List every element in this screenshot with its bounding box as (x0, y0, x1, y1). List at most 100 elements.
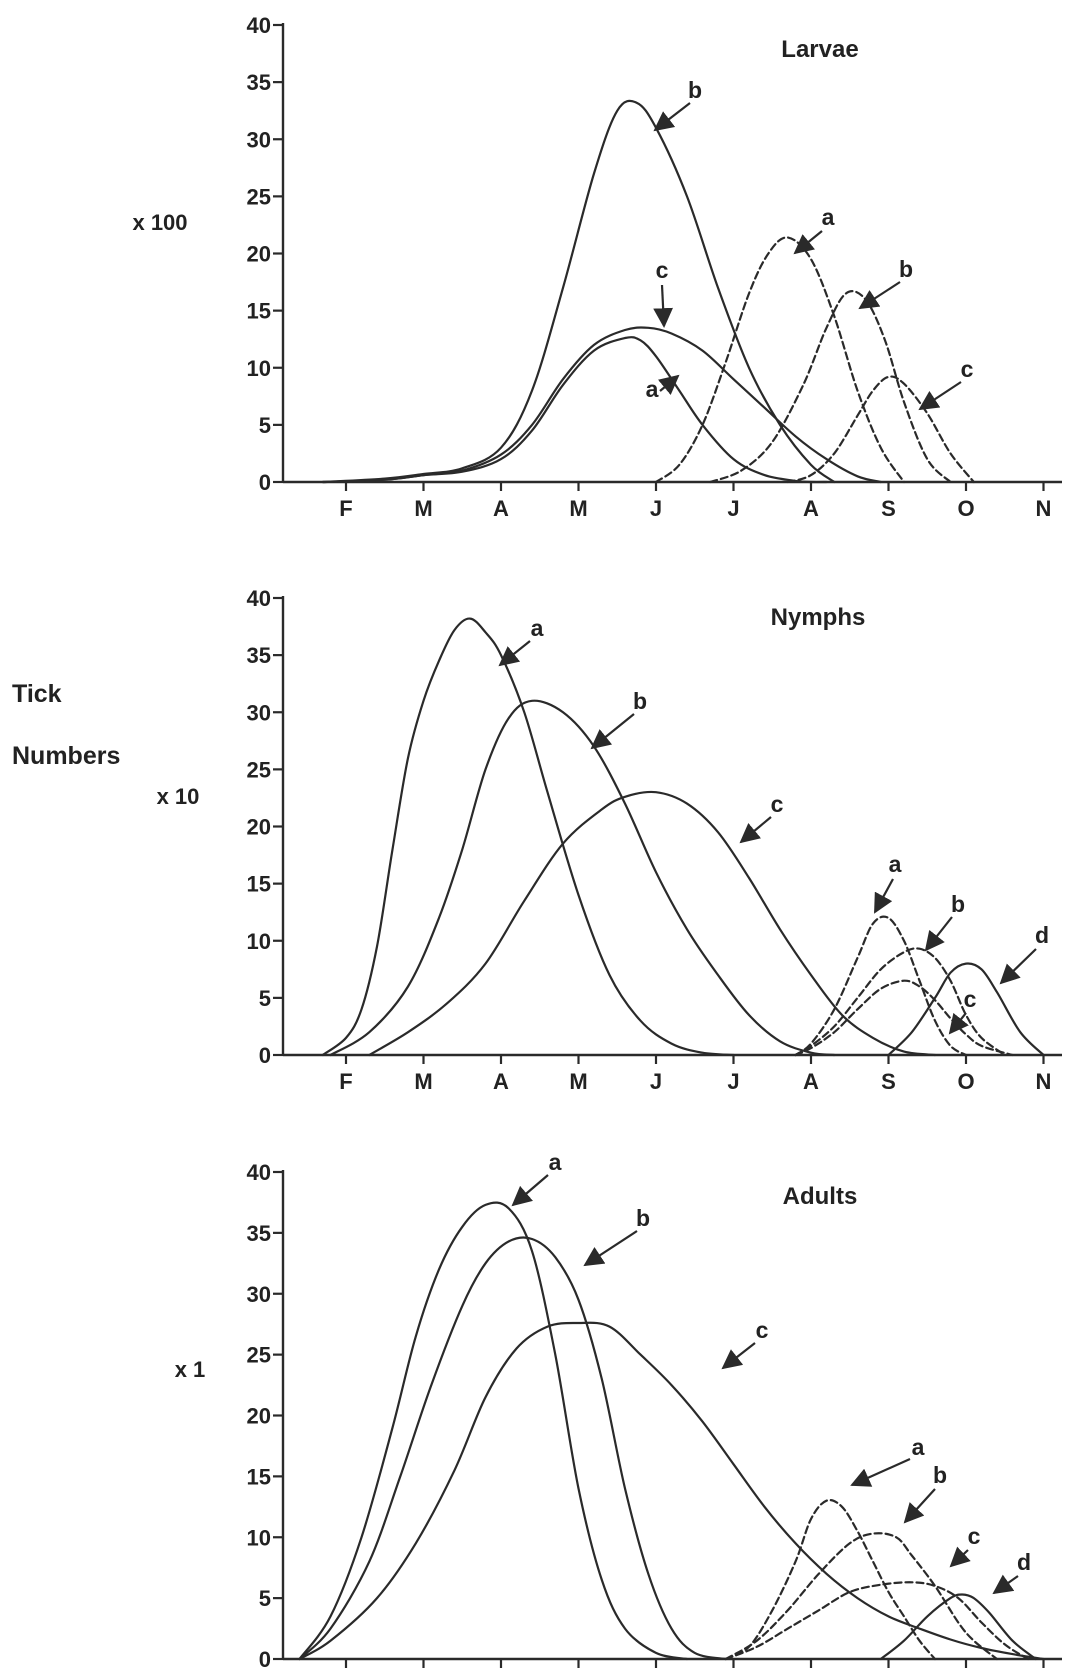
y-tick-label: 40 (247, 13, 271, 38)
annotation-label-b: b (951, 891, 965, 917)
series-line-c-dashed (786, 375, 975, 484)
x-tick-label: J (650, 496, 662, 521)
y-tick-label: 10 (247, 356, 271, 381)
panel-title: Larvae (781, 36, 858, 63)
x-tick-label: J (727, 496, 739, 521)
y-tick-label: 30 (247, 127, 271, 152)
series-line-a-dashed (724, 1498, 937, 1661)
annotation-label-c: c (968, 1523, 981, 1549)
y-tick-label: 30 (247, 1282, 271, 1307)
x-tick-label: N (1036, 1069, 1052, 1094)
annotation-label-a: a (822, 204, 835, 230)
annotation-arrow (498, 640, 531, 667)
annotation-label-c: c (756, 1317, 769, 1343)
annotation-label-b: b (636, 1205, 650, 1231)
series-line-b-dashed (709, 290, 952, 484)
annotation-label-a: a (912, 1434, 925, 1460)
series-line-a-dashed (794, 915, 968, 1057)
series-line-b-solid (298, 1236, 727, 1661)
series-line-c-dashed (794, 979, 1014, 1057)
series-line-c-solid (298, 1321, 1045, 1661)
annotation-arrow (918, 381, 962, 411)
y-tick-label: 5 (259, 413, 271, 438)
x-tick-label: M (569, 1069, 587, 1094)
y-tick-label: 20 (247, 1404, 271, 1429)
y-tick-label: 25 (247, 184, 271, 209)
panel-title: Nymphs (771, 604, 866, 631)
x-tick-label: A (803, 1069, 819, 1094)
scale-label: x 100 (132, 210, 187, 235)
annotation-label-d: d (1035, 922, 1049, 948)
series-line-b-dashed (724, 1532, 999, 1661)
series-line-a-dashed (654, 236, 906, 484)
annotation-label-a: a (889, 851, 902, 877)
annotation-arrow (511, 1174, 549, 1207)
annotation-arrow (924, 916, 953, 952)
y-axis-label-tick: Tick (12, 680, 62, 708)
series-line-b-solid (329, 699, 836, 1057)
annotation-label-b: b (899, 256, 913, 282)
series-line-c-dashed (724, 1581, 1030, 1661)
x-tick-label: A (803, 496, 819, 521)
annotation-arrow (874, 878, 894, 914)
y-tick-label: 20 (247, 242, 271, 267)
annotation-arrow (793, 230, 823, 255)
annotation-arrow (583, 1230, 638, 1267)
x-tick-label: O (957, 496, 974, 521)
x-tick-label: F (339, 1069, 352, 1094)
y-tick-label: 0 (259, 1043, 271, 1068)
annotation-arrow (999, 948, 1037, 985)
annotation-arrow (653, 102, 691, 132)
annotation-arrow (653, 284, 674, 328)
y-tick-label: 5 (259, 1586, 271, 1611)
series-line-d-solid (879, 1593, 1037, 1661)
annotation-label-b: b (633, 688, 647, 714)
panel-title: Adults (783, 1183, 858, 1210)
scale-label: x 1 (175, 1357, 206, 1382)
x-tick-label: S (881, 496, 896, 521)
annotation-arrow (657, 374, 680, 396)
series-line-b-solid (321, 99, 836, 484)
x-tick-label: J (650, 1069, 662, 1094)
y-tick-label: 35 (247, 1221, 271, 1246)
x-tick-label: S (881, 1069, 896, 1094)
annotation-arrow (739, 816, 772, 844)
x-tick-label: M (569, 496, 587, 521)
x-tick-label: M (414, 496, 432, 521)
annotation-label-a: a (531, 615, 544, 641)
annotation-arrow (850, 1457, 911, 1487)
series-line-a-solid (298, 1201, 689, 1661)
y-tick-label: 15 (247, 872, 271, 897)
annotation-label-b: b (688, 77, 702, 103)
annotation-label-c: c (771, 791, 784, 817)
annotation-arrow (948, 1012, 969, 1035)
y-tick-label: 40 (247, 1160, 271, 1185)
y-tick-label: 20 (247, 815, 271, 840)
y-tick-label: 35 (247, 70, 271, 95)
annotation-arrow (903, 1488, 936, 1524)
x-tick-label: F (339, 496, 352, 521)
y-tick-label: 15 (247, 1464, 271, 1489)
scale-label: x 10 (157, 784, 200, 809)
series-line-a-solid (321, 336, 828, 484)
annotation-arrow (858, 281, 901, 310)
series-line-a-solid (321, 617, 735, 1057)
series-line-d-solid (887, 962, 1045, 1057)
x-tick-label: O (957, 1069, 974, 1094)
x-tick-label: J (727, 1069, 739, 1094)
y-axis-label-numbers: Numbers (12, 742, 121, 770)
annotation-label-c: c (961, 356, 974, 382)
x-tick-label: A (493, 1069, 509, 1094)
x-tick-label: A (493, 496, 509, 521)
y-tick-label: 5 (259, 986, 271, 1011)
y-tick-label: 10 (247, 929, 271, 954)
annotation-label-b: b (933, 1462, 947, 1488)
y-tick-label: 25 (247, 1343, 271, 1368)
annotation-arrow (949, 1546, 971, 1568)
annotation-arrow (590, 713, 635, 750)
y-tick-label: 0 (259, 1647, 271, 1672)
annotation-label-a: a (549, 1149, 562, 1175)
x-tick-label: M (414, 1069, 432, 1094)
y-tick-label: 30 (247, 700, 271, 725)
